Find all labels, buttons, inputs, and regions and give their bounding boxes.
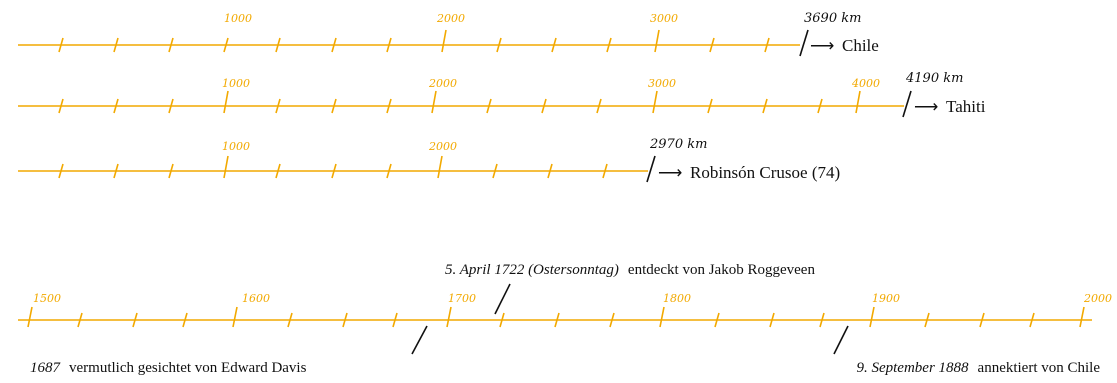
timeline-tick-label: 1800 <box>663 292 691 305</box>
distance-row-chile: 1000 2000 3000 3690 km ⟶ Chile <box>18 11 879 57</box>
distance-scale-robinson <box>18 155 648 179</box>
arrow-icon: ⟶ <box>914 97 938 116</box>
tick-label: 1000 <box>222 140 250 153</box>
timeline-tick-label: 1500 <box>33 292 61 305</box>
event-text: annektiert von Chile <box>978 360 1101 376</box>
timeline-tick-label: 1700 <box>448 292 476 305</box>
destination-label: Robinsón Crusoe (74) <box>690 163 840 182</box>
destination-label: Chile <box>842 36 879 55</box>
tick-label: 1000 <box>222 77 250 90</box>
event-marker-1888 <box>833 325 849 355</box>
total-distance-label: 2970 km <box>649 137 707 152</box>
distance-scale-tahiti <box>18 90 904 114</box>
timeline-tick-label: 1900 <box>872 292 900 305</box>
destination-label: Tahiti <box>946 97 986 116</box>
timeline-scale <box>18 306 1092 328</box>
distance-scale-chile <box>18 29 800 53</box>
event-date: 9. September 1888 <box>856 360 969 376</box>
tick-label: 2000 <box>436 12 465 25</box>
event-text: entdeckt von Jakob Roggeveen <box>628 262 816 278</box>
timeline-tick-label: 2000 <box>1083 292 1112 305</box>
history-timeline: 1500 1600 1700 1800 1900 2000 5. April 1… <box>18 261 1112 376</box>
total-distance-label: 4190 km <box>905 71 963 86</box>
distance-end-marker <box>646 155 656 183</box>
event-text: vermutlich gesichtet von Edward Davis <box>69 360 307 376</box>
tick-label: 3000 <box>648 77 676 90</box>
tick-label: 2000 <box>428 140 457 153</box>
event-annotation-1888: 9. September 1888 annektiert von Chile <box>856 359 1100 376</box>
timeline-tick-label: 1600 <box>242 292 270 305</box>
tick-label: 4000 <box>851 77 880 90</box>
distance-row-tahiti: 1000 2000 3000 4000 4190 km ⟶ Tahiti <box>18 71 986 118</box>
tick-label: 3000 <box>650 12 678 25</box>
distance-end-marker <box>902 90 912 118</box>
event-date: 5. April 1722 (Ostersonntag) <box>445 262 619 278</box>
total-distance-label: 3690 km <box>804 11 861 26</box>
event-marker-1722 <box>494 283 511 315</box>
event-annotation-1722: 5. April 1722 (Ostersonntag) entdeckt vo… <box>445 261 815 278</box>
arrow-icon: ⟶ <box>658 163 682 182</box>
tick-label: 2000 <box>428 77 457 90</box>
distance-row-robinson-crusoe: 1000 2000 2970 km ⟶ Robinsón Crusoe (74) <box>18 137 840 183</box>
tick-label: 1000 <box>224 12 252 25</box>
distance-end-marker <box>799 29 809 57</box>
event-date: 1687 <box>30 360 62 376</box>
arrow-icon: ⟶ <box>810 36 834 55</box>
event-marker-1687 <box>411 325 428 355</box>
event-annotation-1687: 1687 vermutlich gesichtet von Edward Dav… <box>30 359 307 376</box>
